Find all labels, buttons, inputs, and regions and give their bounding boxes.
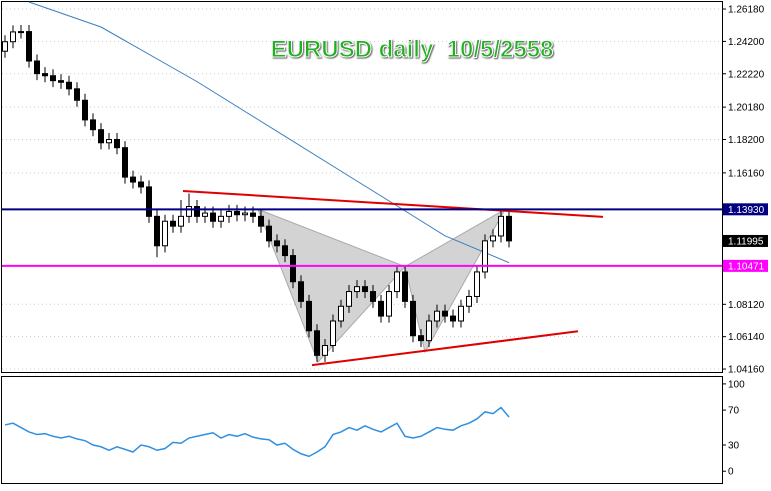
y-tick-label: 0 (728, 467, 734, 478)
candle-body (34, 60, 40, 75)
candle-body (434, 310, 440, 322)
candle-body (2, 41, 8, 52)
candle-body (138, 181, 144, 188)
y-tick-label: 1.08120 (728, 300, 765, 311)
y-tick-label: 70 (728, 406, 740, 417)
candle-body (210, 212, 216, 222)
pattern-shape (257, 208, 406, 363)
candle-body (186, 206, 192, 217)
candle-body (410, 300, 416, 337)
oscillator-pane (1, 376, 723, 484)
candle-body (154, 215, 160, 247)
candle-body (170, 220, 176, 227)
candle-body (226, 210, 232, 217)
candle-body (234, 210, 240, 216)
candle-body (314, 330, 320, 356)
candle-body (50, 75, 56, 82)
candle-body (90, 119, 96, 131)
y-tick-label: 1.16160 (728, 168, 765, 179)
candle-body (66, 81, 72, 90)
candle-body (394, 271, 400, 293)
y-tick-label: 1.06140 (728, 332, 765, 343)
price-level-box (723, 234, 768, 247)
candle-body (474, 271, 480, 297)
candle-body (450, 315, 456, 322)
candle-body (442, 310, 448, 317)
price-level-label: 1.11995 (728, 236, 764, 247)
candle-body (258, 215, 264, 227)
candle-body (42, 73, 48, 77)
candle-body (74, 88, 80, 101)
price-level-label: 1.13930 (728, 205, 765, 216)
price-level-box (723, 259, 768, 272)
candle-body (106, 139, 112, 144)
candle-body (386, 291, 392, 317)
candle-body (282, 245, 288, 257)
candle-body (82, 99, 88, 121)
candle-body (378, 300, 384, 317)
candle-body (162, 220, 168, 247)
price-pane (1, 1, 723, 373)
candle-body (130, 176, 136, 183)
y-tick-label: 100 (728, 379, 745, 390)
trendline (182, 190, 604, 218)
candle-body (338, 305, 344, 322)
candle-body (242, 212, 248, 216)
candle-body (298, 281, 304, 302)
candle-body (114, 139, 120, 149)
candle-body (458, 305, 464, 322)
trendline (311, 330, 579, 367)
candle-body (418, 335, 424, 342)
y-tick-label: 1.24200 (728, 37, 765, 48)
candle-body (354, 286, 360, 293)
candle-body (346, 291, 352, 307)
candle-body (466, 295, 472, 307)
y-tick-label: 30 (728, 441, 740, 452)
candle-body (26, 31, 32, 62)
candle-body (266, 225, 272, 242)
candle-body (146, 186, 152, 217)
candle-body (10, 31, 16, 43)
candle-body (178, 215, 184, 227)
candle-body (498, 215, 504, 237)
moving-average (28, 1, 510, 264)
y-tick-label: 1.18200 (728, 135, 765, 146)
price-level-label: 1.10471 (728, 261, 765, 272)
y-tick-label: 1.26180 (728, 5, 765, 16)
candle-body (58, 80, 64, 83)
candle-body (274, 240, 280, 247)
price-level-box (723, 203, 768, 216)
candle-body (490, 235, 496, 242)
y-tick-label: 1.20180 (728, 103, 765, 114)
candle-body (218, 215, 224, 222)
candle-body (402, 271, 408, 302)
candle-body (194, 206, 200, 217)
candle-body (506, 215, 512, 242)
candle-body (322, 345, 328, 356)
candle-body (290, 255, 296, 283)
candle-body (98, 129, 104, 144)
candle-body (370, 291, 376, 302)
candle-body (250, 212, 256, 217)
chart-title: EURUSD daily 10/5/2558 (271, 36, 554, 63)
candle-body (306, 300, 312, 332)
candle-body (482, 240, 488, 273)
candle-body (362, 286, 368, 293)
candle-body (426, 320, 432, 342)
candle-body (122, 147, 128, 178)
candle-body (330, 320, 336, 347)
oscillator-line (4, 406, 510, 458)
candle-body (202, 212, 208, 217)
candle-body (18, 31, 24, 34)
y-tick-label: 1.04160 (728, 365, 765, 376)
y-tick-label: 1.22220 (728, 69, 765, 80)
